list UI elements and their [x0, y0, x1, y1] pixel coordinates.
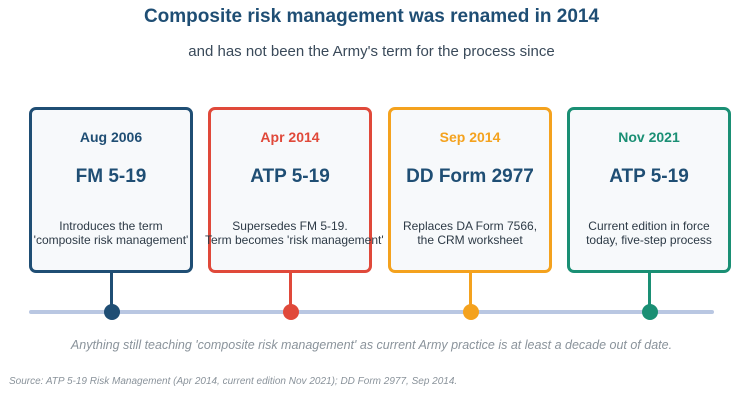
event-card-dd-form-2977: Sep 2014 DD Form 2977 Replaces DA Form 7…	[388, 107, 552, 273]
event-connector	[289, 273, 292, 312]
source-note: Source: ATP 5-19 Risk Management (Apr 20…	[9, 376, 458, 387]
event-date: Sep 2014	[439, 129, 501, 145]
event-description: Introduces the term 'composite risk mana…	[26, 219, 196, 247]
event-card-fm-5-19-2006: Aug 2006 FM 5-19 Introduces the term 'co…	[29, 107, 193, 273]
event-connector	[648, 273, 651, 312]
event-description-line: Term becomes 'risk management'	[205, 233, 384, 247]
event-description-line: 'composite risk management'	[33, 233, 189, 247]
footnote: Anything still teaching 'composite risk …	[70, 338, 673, 352]
event-date: Nov 2021	[618, 129, 680, 145]
event-description: Supersedes FM 5-19. Term becomes 'risk m…	[205, 219, 384, 247]
page-title: Composite risk management was renamed in…	[143, 6, 600, 27]
timeline-marker	[642, 304, 658, 320]
event-date: Apr 2014	[260, 129, 320, 145]
event-description-line: Current edition in force	[588, 219, 710, 233]
timeline-axis	[29, 310, 714, 314]
timeline-marker	[104, 304, 120, 320]
event-description-line: Replaces DA Form 7566,	[402, 219, 538, 233]
event-document-name: ATP 5-19	[609, 166, 689, 187]
timeline-marker	[463, 304, 479, 320]
event-document-name: FM 5-19	[75, 166, 147, 187]
event-connector	[469, 273, 472, 312]
event-connector	[110, 273, 113, 312]
event-description: Replaces DA Form 7566, the CRM worksheet	[385, 219, 555, 247]
event-description-line: Supersedes FM 5-19.	[232, 219, 348, 233]
event-date: Aug 2006	[79, 129, 143, 145]
event-card-atp-5-19-2021: Nov 2021 ATP 5-19 Current edition in for…	[567, 107, 731, 273]
event-card-atp-5-19-2014: Apr 2014 ATP 5-19 Supersedes FM 5-19. Te…	[205, 107, 384, 273]
event-document-name: ATP 5-19	[250, 166, 330, 187]
timeline-marker	[283, 304, 299, 320]
event-description-line: today, five-step process	[586, 233, 712, 247]
event-description-line: Introduces the term	[59, 219, 163, 233]
event-document-name: DD Form 2977	[406, 166, 534, 187]
event-description-line: the CRM worksheet	[417, 233, 523, 247]
page-subtitle: and has not been the Army's term for the…	[188, 43, 555, 60]
event-description: Current edition in force today, five-ste…	[564, 219, 734, 247]
